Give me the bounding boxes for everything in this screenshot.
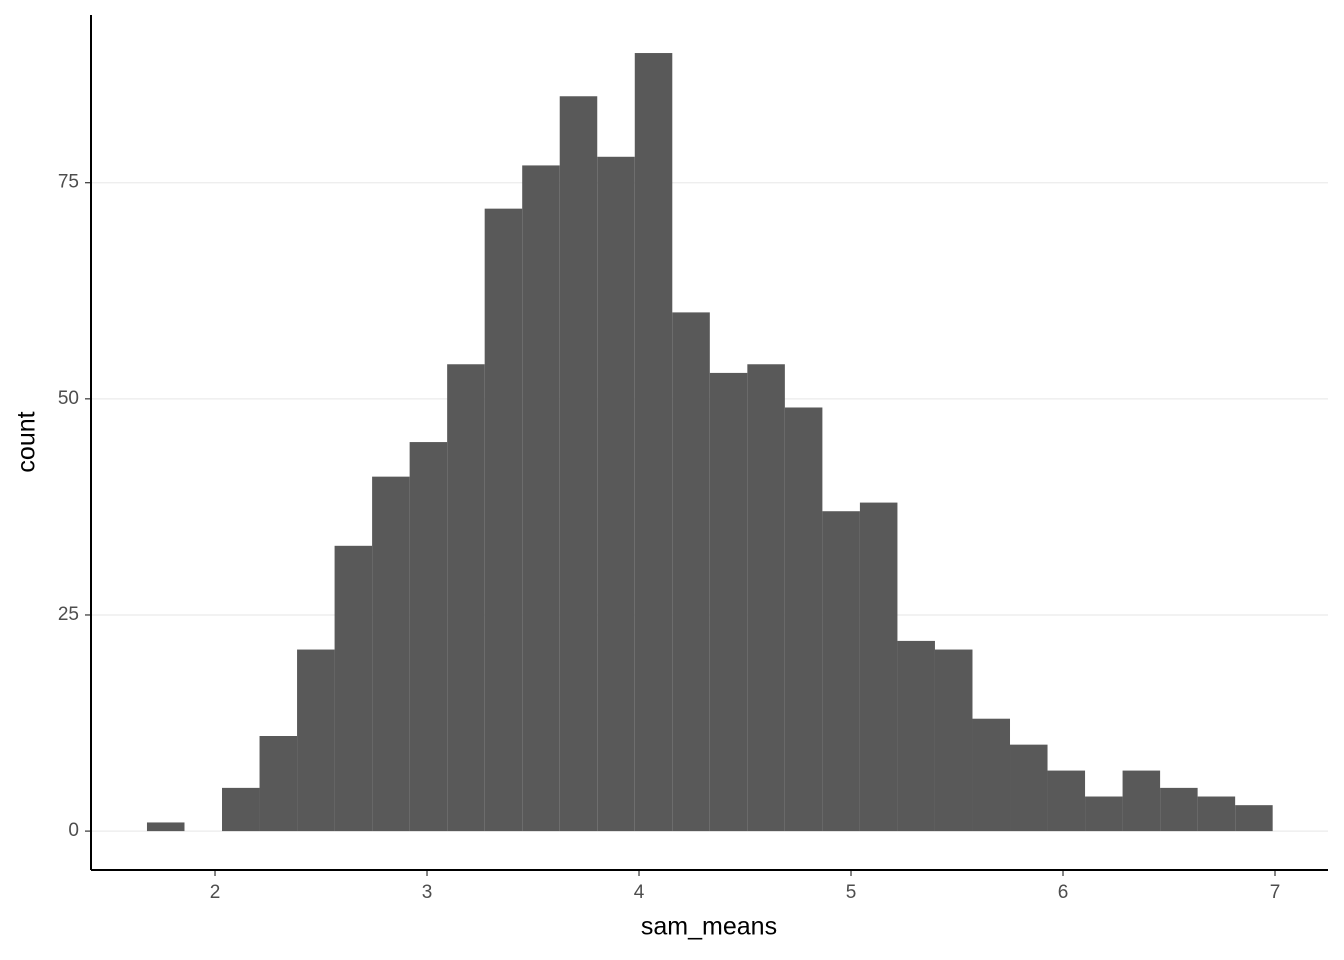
x-tick-label: 5	[846, 882, 857, 903]
x-tick-label: 6	[1058, 882, 1069, 903]
x-tick-label: 3	[422, 882, 433, 903]
bar	[222, 787, 260, 832]
bar	[1160, 787, 1198, 832]
y-axis-title: count	[13, 411, 41, 472]
bar	[559, 96, 598, 832]
bar	[372, 476, 410, 832]
bar	[597, 156, 635, 832]
bar	[709, 372, 748, 832]
bar	[1122, 770, 1161, 832]
bar	[972, 718, 1011, 832]
bar	[784, 407, 823, 832]
bar	[859, 502, 898, 832]
y-tick-label: 25	[58, 604, 79, 625]
bar	[484, 208, 523, 832]
bar	[447, 364, 485, 832]
bar	[1235, 805, 1273, 832]
bar	[672, 312, 710, 832]
bar	[634, 53, 673, 832]
bar	[897, 640, 935, 832]
x-axis-title: sam_means	[641, 913, 777, 941]
bar	[934, 649, 973, 832]
bar	[1085, 796, 1123, 832]
bar	[259, 736, 298, 832]
y-tick-label: 50	[58, 388, 79, 409]
bar	[334, 545, 373, 832]
bar	[822, 511, 860, 832]
bar	[1047, 770, 1086, 832]
bar	[1010, 744, 1048, 832]
bar	[747, 364, 785, 832]
y-tick-label: 75	[58, 172, 79, 193]
bar	[1197, 796, 1236, 832]
bar	[409, 442, 448, 832]
x-tick-label: 2	[210, 882, 221, 903]
x-tick-label: 4	[634, 882, 645, 903]
y-tick-label: 0	[68, 820, 79, 841]
bar	[522, 165, 560, 832]
x-tick-label: 7	[1270, 882, 1281, 903]
bar	[297, 649, 335, 832]
bar	[146, 822, 185, 832]
